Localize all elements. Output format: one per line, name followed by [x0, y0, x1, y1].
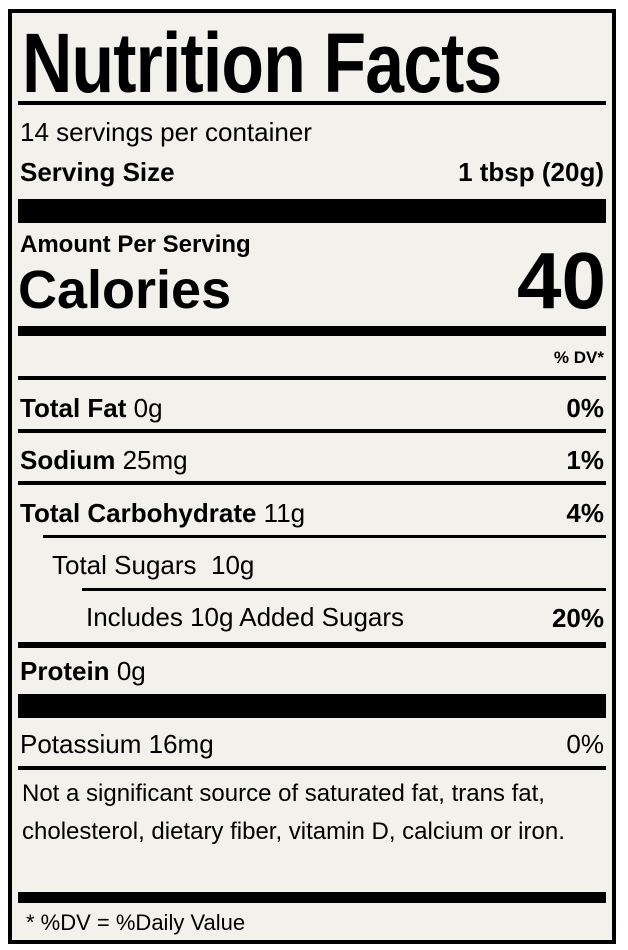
insignificant-sources-note: Not a significant source of saturated fa…	[22, 780, 565, 845]
amount-per-serving: Amount Per Serving	[20, 231, 251, 258]
nutrient-row-protein: Protein 0g	[20, 656, 146, 687]
nutrient-label: Total Sugars	[52, 550, 197, 580]
servings-per-container: 14 servings per container	[20, 117, 312, 147]
calories-label: Calories	[18, 260, 232, 320]
nutrient-label: Protein	[20, 656, 110, 686]
nutrient-amount: 11g	[263, 498, 306, 528]
indented-divider	[82, 588, 606, 591]
divider	[18, 101, 606, 105]
nutrient-row-total-sugars: Total Sugars 10g	[52, 550, 254, 581]
medium-divider	[18, 892, 606, 903]
nutrient-dv: 1%	[566, 445, 604, 475]
thick-divider	[18, 199, 606, 223]
serving-size-value: 1 tbsp (20g)	[458, 157, 604, 187]
nutrient-amount: 16mg	[148, 729, 214, 759]
nutrition-facts-label: Nutrition Facts 14 servings per containe…	[8, 9, 616, 944]
nutrient-row-total-carbohydrate: Total Carbohydrate 11g	[20, 498, 305, 529]
nutrient-label: Potassium	[20, 729, 142, 759]
divider	[18, 429, 606, 433]
nutrient-dv: 0%	[566, 393, 604, 423]
nutrient-amount: 10g	[210, 550, 255, 580]
nutrient-label: Total Carbohydrate	[20, 498, 257, 528]
nutrient-amount: 0g	[116, 656, 146, 686]
nutrient-amount: 25mg	[122, 445, 188, 475]
nutrient-row-total-fat: Total Fat 0g	[20, 393, 163, 424]
nutrient-dv: 4%	[566, 498, 604, 528]
divider	[18, 481, 606, 485]
label-title: Nutrition Facts	[22, 16, 502, 110]
divider	[18, 642, 606, 648]
nutrient-amount: 0g	[133, 393, 163, 423]
calories-value: 40	[517, 236, 606, 325]
medium-divider	[18, 326, 606, 336]
divider	[18, 766, 606, 770]
nutrient-row-added-sugars: Includes 10g Added Sugars	[86, 602, 405, 632]
nutrient-dv: 0%	[566, 729, 604, 759]
nutrient-label: Total Fat	[20, 393, 127, 423]
daily-value-footnote: * %DV = %Daily Value	[26, 910, 246, 935]
dv-header: % DV*	[553, 348, 604, 367]
divider	[18, 376, 606, 380]
thick-divider	[18, 694, 606, 718]
nutrient-dv: 20%	[551, 603, 604, 633]
nutrient-label: Sodium	[20, 445, 116, 475]
indented-divider	[43, 535, 606, 538]
serving-size-label: Serving Size	[20, 157, 175, 187]
nutrient-row-potassium: Potassium 16mg	[20, 729, 214, 760]
nutrient-row-sodium: Sodium 25mg	[20, 445, 188, 476]
